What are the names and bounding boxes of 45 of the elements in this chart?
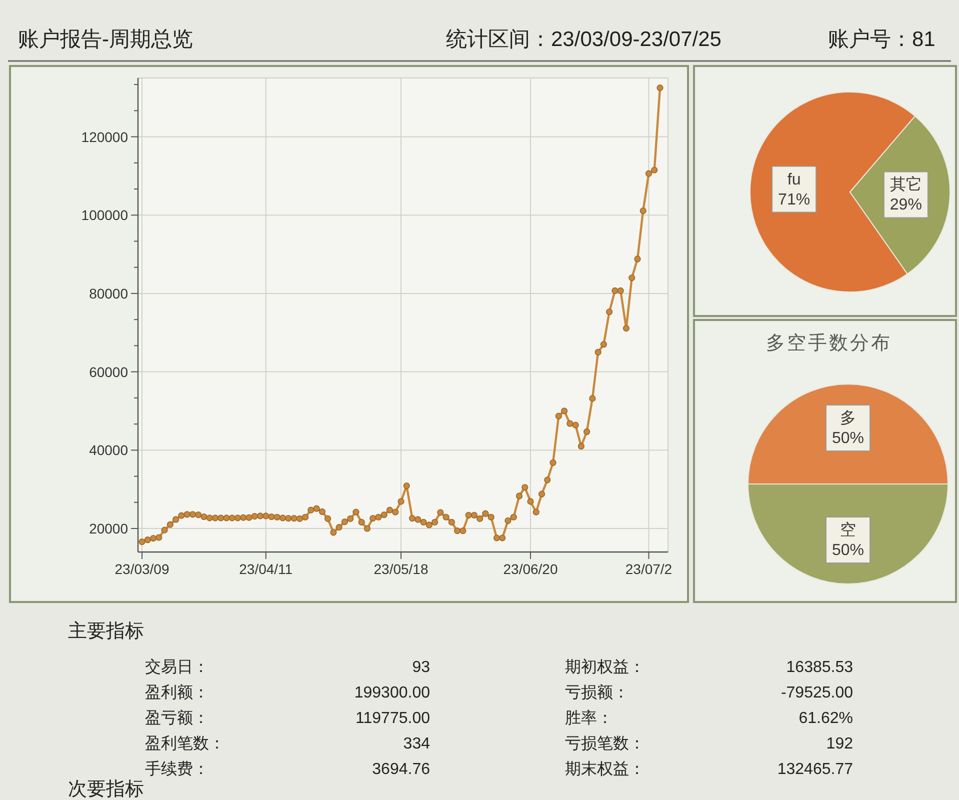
y-tick-label: 40000 bbox=[89, 442, 128, 458]
y-tick-label: 20000 bbox=[89, 520, 128, 536]
y-tick-label: 120000 bbox=[81, 128, 128, 145]
y-tick-label: 100000 bbox=[81, 207, 128, 224]
text: 亏损笔数： bbox=[565, 736, 645, 752]
text: 盈利额： bbox=[145, 684, 209, 702]
slice-label: 空 bbox=[840, 521, 856, 539]
text: 交易日： bbox=[145, 658, 209, 676]
text: 61.62% bbox=[798, 710, 853, 727]
text: -79525.00 bbox=[780, 684, 854, 702]
text: 334 bbox=[403, 736, 430, 752]
text: 盈亏额： bbox=[145, 709, 209, 727]
slice-label: 多 bbox=[840, 409, 856, 427]
data-label: 71% bbox=[778, 191, 810, 208]
text: 期末权益： bbox=[565, 760, 645, 778]
text: 192 bbox=[826, 736, 854, 752]
data-label: 50% bbox=[832, 430, 864, 447]
chart-title: 账户报告-周期总览 bbox=[18, 28, 193, 51]
text: 账户号：81 bbox=[828, 28, 936, 51]
slice-label: 其它 bbox=[890, 176, 922, 194]
text: 次要指标 bbox=[68, 779, 144, 800]
x-tick-label: 23/07/2 bbox=[625, 561, 672, 577]
y-tick-label: 60000 bbox=[89, 364, 128, 380]
y-tick-label: 80000 bbox=[89, 285, 128, 302]
text: 132465.77 bbox=[777, 761, 854, 778]
x-tick-label: 23/06/20 bbox=[503, 561, 558, 577]
text: 93 bbox=[412, 659, 430, 676]
text: 亏损额： bbox=[565, 684, 629, 702]
text: 主要指标 bbox=[68, 620, 144, 642]
text: 119775.00 bbox=[356, 710, 430, 727]
text: 3694.76 bbox=[372, 761, 430, 778]
x-tick-label: 23/05/18 bbox=[374, 561, 428, 577]
x-tick-label: 23/03/09 bbox=[114, 561, 170, 577]
text: 胜率： bbox=[565, 709, 613, 727]
chart-subtitle: 统计区间：23/03/09-23/07/25 bbox=[446, 28, 722, 51]
text: 手续费： bbox=[145, 760, 209, 778]
chart-title: 多空手数分布 bbox=[766, 332, 892, 354]
data-label: 50% bbox=[832, 542, 864, 559]
slice-label: fu bbox=[787, 171, 801, 188]
x-tick-label: 23/04/11 bbox=[239, 561, 293, 577]
text: 盈利笔数： bbox=[145, 734, 225, 752]
text: 期初权益： bbox=[565, 658, 645, 676]
text: 199300.00 bbox=[354, 684, 430, 702]
text: 16385.53 bbox=[786, 659, 854, 676]
data-label: 29% bbox=[890, 196, 922, 214]
